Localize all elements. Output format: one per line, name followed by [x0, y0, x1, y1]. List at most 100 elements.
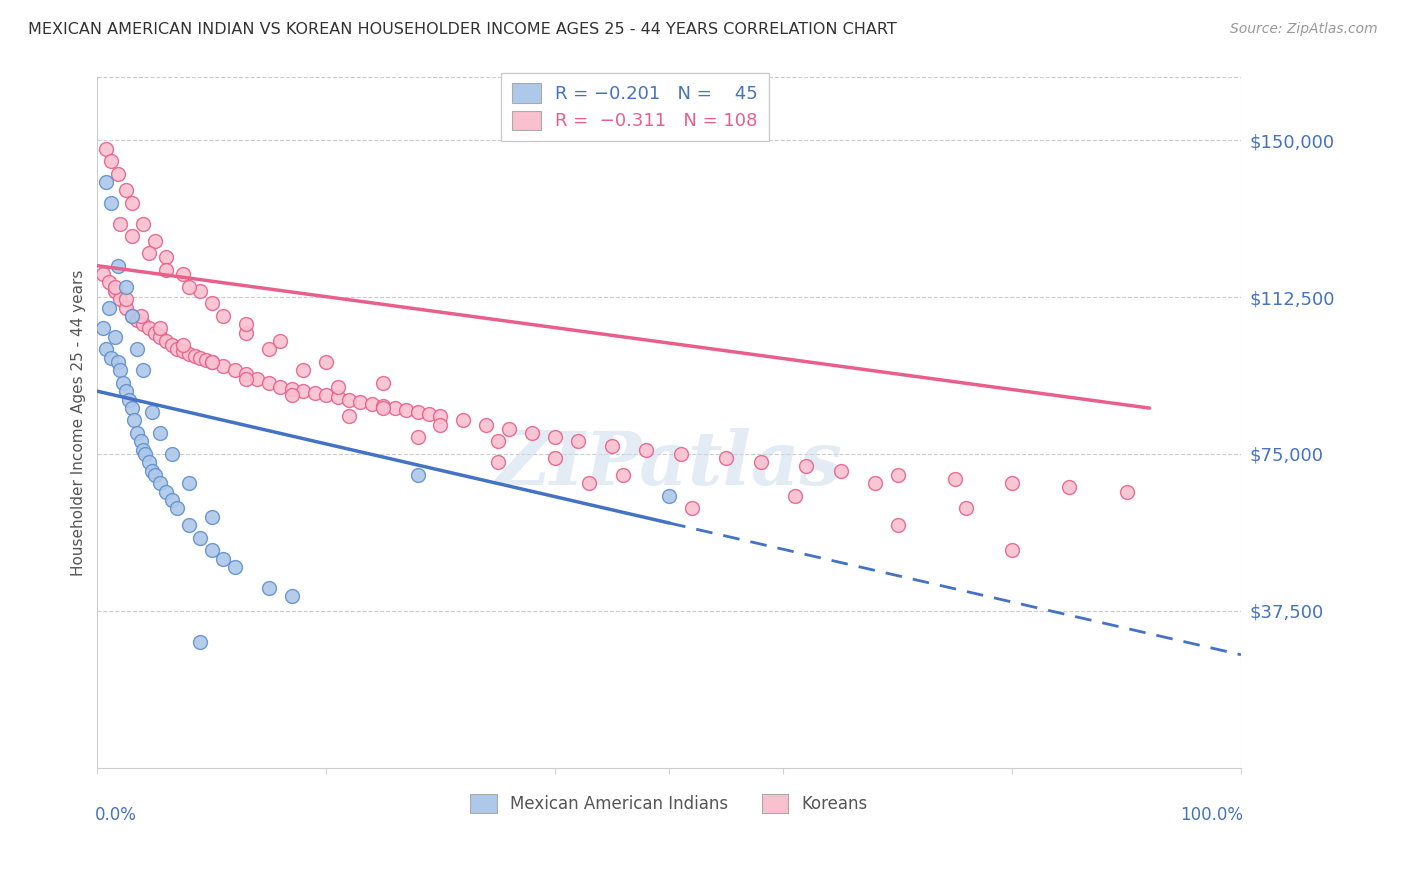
Point	[143, 467, 166, 482]
Point	[292, 363, 315, 377]
Point	[188, 635, 211, 649]
Point	[373, 401, 395, 415]
Point	[544, 430, 567, 444]
Point	[118, 392, 141, 407]
Point	[373, 399, 395, 413]
Point	[132, 363, 155, 377]
Point	[257, 376, 280, 390]
Point	[783, 489, 806, 503]
Point	[100, 196, 122, 211]
Point	[212, 551, 235, 566]
Point	[115, 301, 138, 315]
Point	[100, 351, 122, 365]
Legend: Mexican American Indians, Koreans: Mexican American Indians, Koreans	[463, 786, 876, 822]
Point	[201, 509, 224, 524]
Point	[406, 467, 429, 482]
Point	[138, 246, 160, 260]
Point	[132, 442, 155, 457]
Point	[160, 447, 183, 461]
Point	[863, 476, 886, 491]
Point	[97, 276, 120, 290]
Point	[143, 234, 166, 248]
Point	[107, 355, 129, 369]
Point	[373, 376, 395, 390]
Point	[600, 439, 623, 453]
Point	[103, 279, 125, 293]
Point	[326, 380, 349, 394]
Point	[201, 355, 224, 369]
Point	[544, 451, 567, 466]
Point	[749, 455, 772, 469]
Point	[406, 405, 429, 419]
Text: Source: ZipAtlas.com: Source: ZipAtlas.com	[1230, 22, 1378, 37]
Point	[138, 321, 160, 335]
Point	[91, 267, 114, 281]
Point	[212, 359, 235, 373]
Point	[418, 407, 440, 421]
Point	[141, 405, 163, 419]
Point	[111, 376, 134, 390]
Point	[155, 250, 177, 264]
Point	[155, 334, 177, 348]
Point	[257, 343, 280, 357]
Text: 0.0%: 0.0%	[96, 805, 136, 823]
Point	[129, 434, 152, 449]
Point	[578, 476, 600, 491]
Point	[658, 489, 681, 503]
Text: 100.0%: 100.0%	[1180, 805, 1243, 823]
Point	[1115, 484, 1137, 499]
Point	[235, 318, 257, 332]
Point	[188, 351, 211, 365]
Point	[292, 384, 315, 399]
Point	[796, 459, 818, 474]
Point	[567, 434, 589, 449]
Point	[110, 292, 132, 306]
Point	[315, 355, 337, 369]
Point	[315, 388, 337, 402]
Point	[269, 380, 291, 394]
Point	[257, 581, 280, 595]
Point	[141, 464, 163, 478]
Point	[115, 183, 138, 197]
Point	[103, 284, 125, 298]
Point	[132, 318, 155, 332]
Point	[115, 279, 138, 293]
Point	[887, 467, 910, 482]
Point	[955, 501, 977, 516]
Point	[188, 531, 211, 545]
Point	[235, 368, 257, 382]
Point	[943, 472, 966, 486]
Point	[91, 321, 114, 335]
Point	[281, 382, 304, 396]
Point	[636, 442, 658, 457]
Point	[172, 344, 194, 359]
Point	[127, 425, 149, 440]
Point	[201, 543, 224, 558]
Point	[281, 589, 304, 603]
Point	[127, 343, 149, 357]
Point	[132, 217, 155, 231]
Point	[177, 518, 200, 533]
Point	[349, 394, 371, 409]
Point	[96, 343, 118, 357]
Point	[96, 175, 118, 189]
Point	[246, 371, 269, 385]
Point	[177, 476, 200, 491]
Point	[1059, 480, 1081, 494]
Point	[498, 422, 520, 436]
Point	[475, 417, 498, 432]
Point	[96, 142, 118, 156]
Point	[110, 217, 132, 231]
Point	[138, 455, 160, 469]
Point	[201, 355, 224, 369]
Point	[429, 417, 451, 432]
Point	[177, 279, 200, 293]
Point	[360, 397, 382, 411]
Point	[155, 263, 177, 277]
Point	[235, 326, 257, 340]
Point	[224, 560, 246, 574]
Point	[110, 363, 132, 377]
Text: MEXICAN AMERICAN INDIAN VS KOREAN HOUSEHOLDER INCOME AGES 25 - 44 YEARS CORRELAT: MEXICAN AMERICAN INDIAN VS KOREAN HOUSEH…	[28, 22, 897, 37]
Point	[149, 425, 172, 440]
Point	[103, 330, 125, 344]
